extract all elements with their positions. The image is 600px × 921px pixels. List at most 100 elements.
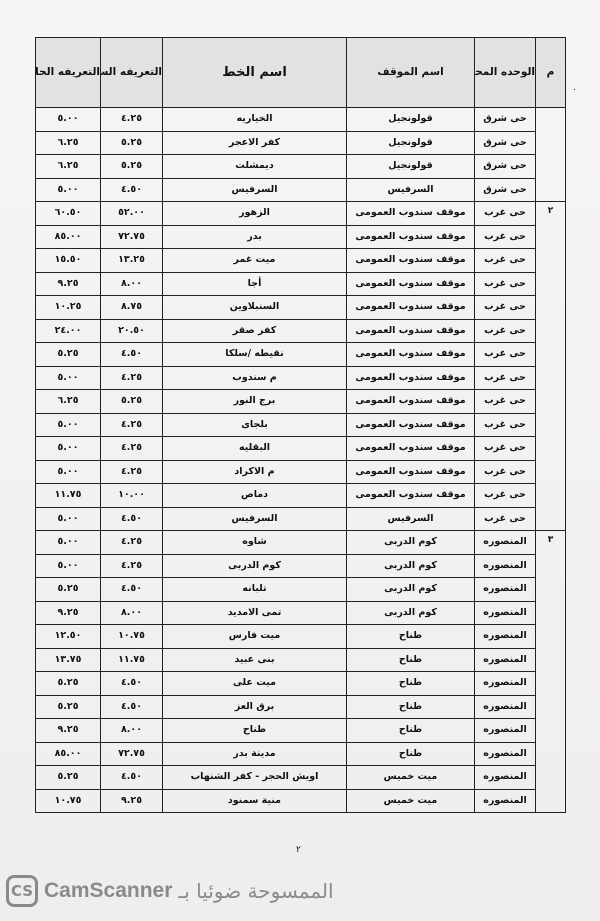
- previous-fare-cell: ٤.٥٠: [100, 577, 163, 602]
- line-cell: الزهور: [162, 201, 347, 226]
- previous-fare-cell: ٤.٥٠: [100, 342, 163, 367]
- table-row: المنصوره كوم الدربى تلبانه ٤.٥٠ ٥.٢٥: [35, 577, 566, 602]
- header-index: م: [535, 37, 566, 108]
- current-fare-cell: ٥.٠٠: [35, 365, 101, 390]
- line-cell: منية سمنود: [162, 788, 347, 813]
- previous-fare-cell: ٤.٢٥: [100, 436, 163, 461]
- table-row: حى شرق قولونجيل الخياريه ٤.٢٥ ٥.٠٠: [35, 107, 566, 202]
- previous-fare-cell: ٤.٥٠: [100, 671, 163, 696]
- current-fare-cell: ٢٤.٠٠: [35, 318, 101, 343]
- station-cell: طناح: [346, 741, 475, 766]
- previous-fare-cell: ٧٢.٧٥: [100, 224, 163, 249]
- previous-fare-cell: ٤.٢٥: [100, 365, 163, 390]
- station-cell: كوم الدربى: [346, 530, 475, 555]
- unit-cell: حى غرب: [474, 271, 536, 296]
- station-cell: طناح: [346, 718, 475, 743]
- table-row: المنصوره طناح مدينة بدر ٧٢.٧٥ ٨٥.٠٠: [35, 741, 566, 766]
- station-cell: ميت خميس: [346, 765, 475, 790]
- table-row: المنصوره طناح ميت على ٤.٥٠ ٥.٢٥: [35, 671, 566, 696]
- station-cell: موقف سندوب العمومى: [346, 365, 475, 390]
- line-cell: السنبلاوين: [162, 295, 347, 320]
- table-row: حى غرب موقف سندوب العمومى كفر صقر ٢٠.٥٠ ٢٤.٠…: [35, 318, 566, 343]
- table-row: حى غرب موقف سندوب العمومى م الاكراد ٤.٢٥ ٥.٠…: [35, 459, 566, 484]
- unit-cell: المنصوره: [474, 694, 536, 719]
- line-cell: ميت على: [162, 671, 347, 696]
- camscanner-logo-icon: CS: [6, 875, 38, 907]
- current-fare-cell: ٥.٢٥: [35, 765, 101, 790]
- station-cell: موقف سندوب العمومى: [346, 459, 475, 484]
- line-cell: برج النور: [162, 389, 347, 414]
- margin-mark: .: [573, 83, 576, 93]
- table-row: حى غرب موقف سندوب العمومى أجا ٨.٠٠ ٩.٢٥: [35, 271, 566, 296]
- table-row: حى شرق السرفيس السرفيس ٤.٥٠ ٥.٠٠: [35, 177, 566, 202]
- station-cell: قولونجيل: [346, 130, 475, 155]
- unit-cell: حى غرب: [474, 365, 536, 390]
- table-row: ٣ المنصوره كوم الدربى شاوه ٤.٢٥ ٥.٠٠: [35, 530, 566, 813]
- line-cell: م سندوب: [162, 365, 347, 390]
- table-row: المنصوره طناح طناح ٨.٠٠ ٩.٢٥: [35, 718, 566, 743]
- table-row: حى غرب موقف سندوب العمومى البقليه ٤.٢٥ ٥.٠٠: [35, 436, 566, 461]
- table-row: حى غرب موقف سندوب العمومى ميت غمر ١٣.٢٥ ١٥.٥…: [35, 248, 566, 273]
- line-cell: الخياريه: [162, 107, 347, 132]
- header-current-fare: التعريفه الحاليه: [35, 37, 101, 108]
- current-fare-cell: ٨٥.٠٠: [35, 741, 101, 766]
- unit-cell: المنصوره: [474, 553, 536, 578]
- current-fare-cell: ٩.٢٥: [35, 718, 101, 743]
- current-fare-cell: ٥.٠٠: [35, 459, 101, 484]
- unit-cell: حى غرب: [474, 412, 536, 437]
- current-fare-cell: ١٢.٥٠: [35, 624, 101, 649]
- unit-cell: حى غرب: [474, 248, 536, 273]
- previous-fare-cell: ٤.٥٠: [100, 177, 163, 202]
- table-row: المنصوره كوم الدربى تمى الامديد ٨.٠٠ ٩.٢٥: [35, 600, 566, 625]
- station-cell: موقف سندوب العمومى: [346, 271, 475, 296]
- station-cell: موقف سندوب العمومى: [346, 201, 475, 226]
- line-cell: أجا: [162, 271, 347, 296]
- header-unit: الوحده المحليه: [474, 37, 536, 108]
- table-row: حى غرب موقف سندوب العمومى م سندوب ٤.٢٥ ٥.٠٠: [35, 365, 566, 390]
- group-index: ٣: [535, 530, 566, 813]
- current-fare-cell: ٥.٢٥: [35, 577, 101, 602]
- previous-fare-cell: ٥٢.٠٠: [100, 201, 163, 226]
- table-row: حى غرب موقف سندوب العمومى دماص ١٠.٠٠ ١١.٧٥: [35, 483, 566, 508]
- current-fare-cell: ٥.٠٠: [35, 412, 101, 437]
- unit-cell: حى غرب: [474, 483, 536, 508]
- current-fare-cell: ٥.٠٠: [35, 506, 101, 531]
- line-cell: م الاكراد: [162, 459, 347, 484]
- line-cell: شاوه: [162, 530, 347, 555]
- line-cell: تلبانه: [162, 577, 347, 602]
- header-previous-fare: التعريفه السابقه: [100, 37, 163, 108]
- station-cell: كوم الدربى: [346, 600, 475, 625]
- previous-fare-cell: ٤.٥٠: [100, 765, 163, 790]
- station-cell: كوم الدربى: [346, 577, 475, 602]
- station-cell: طناح: [346, 694, 475, 719]
- unit-cell: المنصوره: [474, 530, 536, 555]
- unit-cell: المنصوره: [474, 741, 536, 766]
- station-cell: موقف سندوب العمومى: [346, 389, 475, 414]
- table-row: حى غرب موقف سندوب العمومى بدر ٧٢.٧٥ ٨٥.٠٠: [35, 224, 566, 249]
- table-row: ٢ حى غرب موقف سندوب العمومى الزهور ٥٢.٠٠ ٦٠.٥…: [35, 201, 566, 531]
- table-header: م الوحده المحليه اسم الموقف اسم الخط الت…: [35, 37, 566, 108]
- station-cell: موقف سندوب العمومى: [346, 295, 475, 320]
- unit-cell: حى غرب: [474, 318, 536, 343]
- previous-fare-cell: ٩.٢٥: [100, 788, 163, 813]
- unit-cell: المنصوره: [474, 788, 536, 813]
- station-cell: السرفيس: [346, 177, 475, 202]
- line-cell: برق العز: [162, 694, 347, 719]
- header-line: اسم الخط: [162, 37, 347, 108]
- previous-fare-cell: ٥.٢٥: [100, 389, 163, 414]
- current-fare-cell: ٦.٢٥: [35, 389, 101, 414]
- station-cell: موقف سندوب العمومى: [346, 412, 475, 437]
- station-cell: السرفيس: [346, 506, 475, 531]
- unit-cell: حى غرب: [474, 436, 536, 461]
- table-row: حى شرق قولونجيل كفر الاعجر ٥.٢٥ ٦.٢٥: [35, 130, 566, 155]
- line-cell: دماص: [162, 483, 347, 508]
- unit-cell: حى غرب: [474, 342, 536, 367]
- line-cell: بلجاى: [162, 412, 347, 437]
- previous-fare-cell: ٨.٠٠: [100, 600, 163, 625]
- unit-cell: حى غرب: [474, 389, 536, 414]
- fare-table: م الوحده المحليه اسم الموقف اسم الخط الت…: [35, 37, 566, 813]
- table-row: المنصوره ميت خميس اويش الحجر - كفر الشنهاب…: [35, 765, 566, 790]
- station-cell: موقف سندوب العمومى: [346, 318, 475, 343]
- previous-fare-cell: ٢٠.٥٠: [100, 318, 163, 343]
- previous-fare-cell: ١٠.٧٥: [100, 624, 163, 649]
